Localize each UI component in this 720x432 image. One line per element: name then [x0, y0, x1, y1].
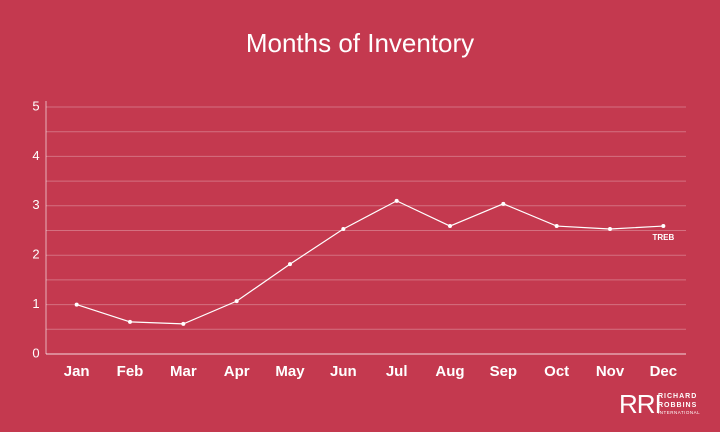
- x-tick-label: Aug: [435, 363, 464, 380]
- data-point: [74, 302, 79, 307]
- series-label: TREB: [652, 233, 674, 242]
- x-tick-label: Jul: [386, 363, 408, 380]
- data-point: [608, 227, 612, 232]
- chart-title: Months of Inventory: [246, 28, 474, 58]
- x-tick-label: Jan: [64, 363, 90, 380]
- x-tick-label: Feb: [117, 363, 144, 380]
- y-tick-label: 5: [32, 98, 39, 113]
- y-tick-label: 0: [32, 345, 39, 360]
- x-tick-label: Mar: [170, 363, 197, 380]
- data-point: [448, 224, 452, 229]
- data-point: [181, 321, 186, 326]
- x-tick-label: Nov: [596, 363, 625, 380]
- data-point: [661, 224, 666, 229]
- x-tick-label: Jun: [330, 363, 357, 380]
- x-tick-label: Dec: [650, 363, 678, 380]
- x-tick-label: Oct: [544, 363, 569, 380]
- data-point: [234, 299, 239, 304]
- data-point: [394, 198, 399, 203]
- data-point: [341, 227, 346, 232]
- data-point: [554, 224, 559, 229]
- y-tick-label: 3: [32, 197, 39, 212]
- y-tick-label: 1: [32, 296, 39, 311]
- data-point: [501, 201, 506, 206]
- x-tick-label: Sep: [490, 363, 518, 380]
- data-point: [128, 319, 132, 324]
- logo-text: INTERNATIONAL: [658, 410, 700, 415]
- x-tick-label: May: [275, 363, 305, 380]
- x-tick-label: Apr: [224, 363, 250, 380]
- y-tick-label: 4: [32, 148, 39, 163]
- data-point: [288, 262, 292, 267]
- y-tick-label: 2: [32, 247, 39, 262]
- logo-text: RICHARD: [658, 393, 697, 400]
- logo-mark: RRI: [619, 389, 661, 419]
- series-line: [76, 200, 664, 325]
- logo-text: ROBBINS: [658, 402, 697, 409]
